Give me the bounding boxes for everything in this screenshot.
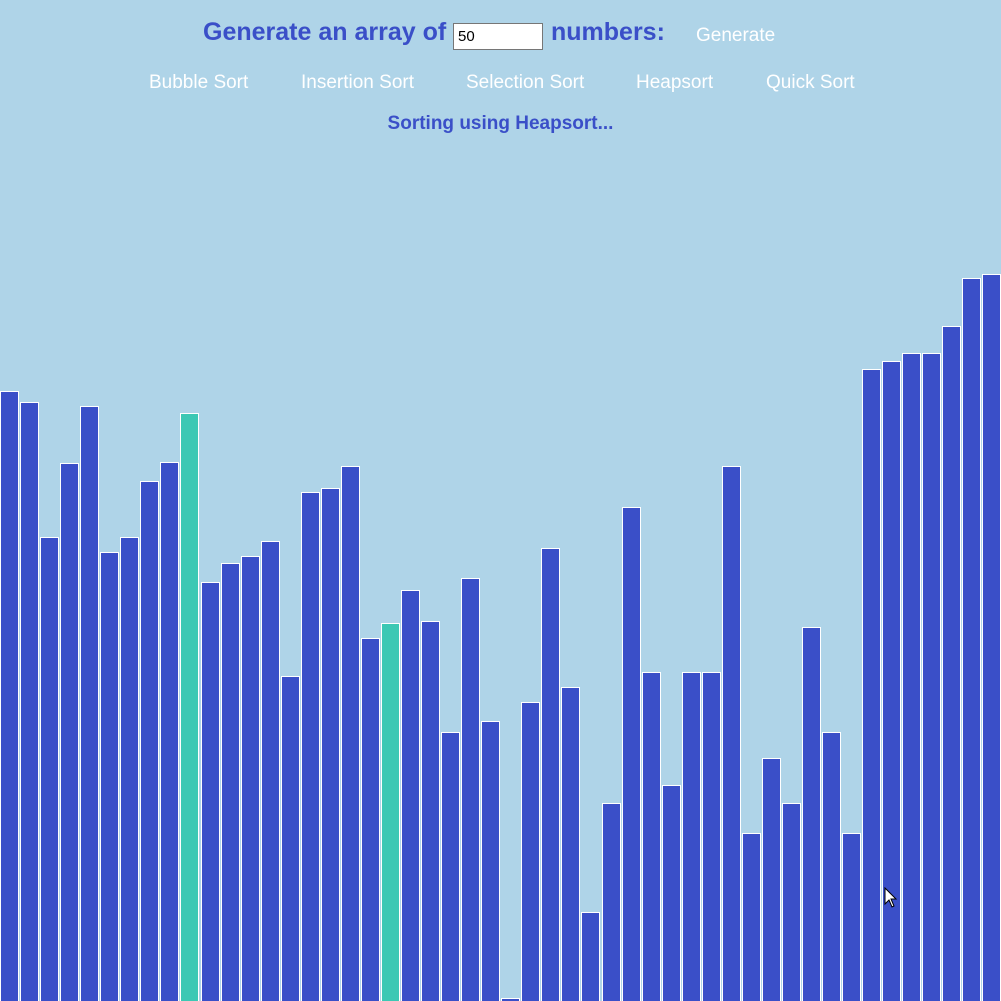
array-bar [642, 672, 661, 1001]
array-bar [461, 578, 480, 1001]
array-bar [201, 582, 220, 1001]
generate-button[interactable]: Generate [696, 25, 776, 46]
array-bar [20, 402, 39, 1001]
array-bar [301, 492, 320, 1001]
array-bar [60, 463, 79, 1001]
array-bar [722, 466, 741, 1001]
array-bar [902, 353, 921, 1001]
array-bar [0, 391, 19, 1001]
array-bar [622, 507, 641, 1001]
bubble-sort-button[interactable]: Bubble Sort [149, 72, 249, 93]
array-bar [662, 785, 681, 1001]
array-bar [321, 488, 340, 1001]
array-bar [862, 369, 881, 1001]
array-bar [802, 627, 821, 1001]
array-bar [361, 638, 380, 1001]
heapsort-button[interactable]: Heapsort [636, 72, 714, 93]
array-bar [942, 326, 961, 1001]
array-bar [702, 672, 721, 1001]
array-bar [120, 537, 139, 1001]
array-bar [180, 413, 199, 1001]
array-bar [581, 912, 600, 1001]
array-bar [822, 732, 841, 1001]
array-bar [762, 758, 781, 1001]
array-bar [381, 623, 400, 1001]
array-bar [782, 803, 801, 1001]
array-bar [281, 676, 300, 1001]
array-bar [742, 833, 761, 1001]
array-bar [221, 563, 240, 1001]
mouse-cursor-icon [884, 887, 898, 908]
array-bar [561, 687, 580, 1001]
generate-prefix-label: Generate an array of [203, 18, 447, 46]
array-bar [602, 803, 621, 1001]
array-generator-bar: Generate an array of numbers: Generate [0, 0, 1001, 68]
array-bar [441, 732, 460, 1001]
array-bar [982, 274, 1001, 1001]
array-bar [100, 552, 119, 1001]
array-bar [261, 541, 280, 1001]
sorting-status: Sorting using Heapsort... [387, 113, 614, 134]
array-bar [341, 466, 360, 1001]
quick-sort-button[interactable]: Quick Sort [766, 72, 855, 93]
insertion-sort-button[interactable]: Insertion Sort [301, 72, 414, 93]
array-bar [962, 278, 981, 1001]
array-size-input[interactable] [453, 23, 543, 50]
selection-sort-button[interactable]: Selection Sort [466, 72, 585, 93]
array-bar [922, 353, 941, 1001]
array-bar [481, 721, 500, 1001]
array-bar [842, 833, 861, 1001]
array-bar [682, 672, 701, 1001]
array-bar [241, 556, 260, 1001]
array-bar [40, 537, 59, 1001]
generate-suffix-label: numbers: [551, 18, 665, 46]
array-bar [160, 462, 179, 1001]
array-bar [140, 481, 159, 1001]
array-bar [521, 702, 540, 1001]
array-bar [421, 621, 440, 1001]
array-bar [401, 590, 420, 1001]
array-bar [541, 548, 560, 1001]
array-bar [80, 406, 99, 1001]
